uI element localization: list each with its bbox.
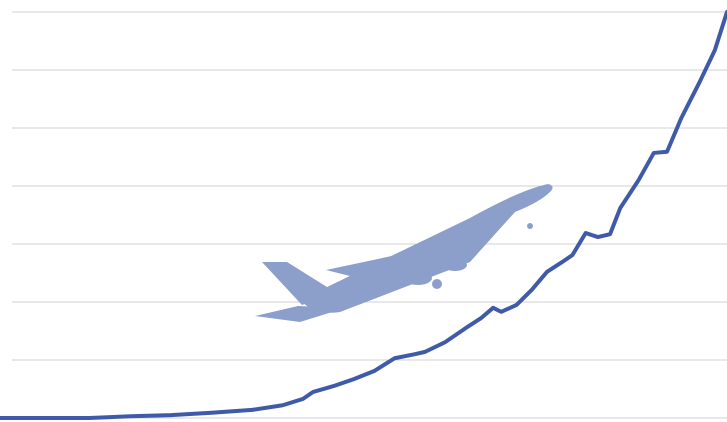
wheel — [432, 279, 442, 289]
airplane-illustration — [255, 184, 553, 322]
engine — [404, 271, 432, 285]
tail-fin — [262, 262, 335, 305]
line-series — [0, 10, 727, 420]
wheel — [527, 223, 533, 229]
grid — [12, 11, 727, 419]
fuselage — [300, 184, 553, 313]
engine — [443, 259, 467, 271]
series-layer — [0, 10, 727, 420]
wing — [326, 250, 470, 276]
stabilizer — [255, 306, 345, 322]
